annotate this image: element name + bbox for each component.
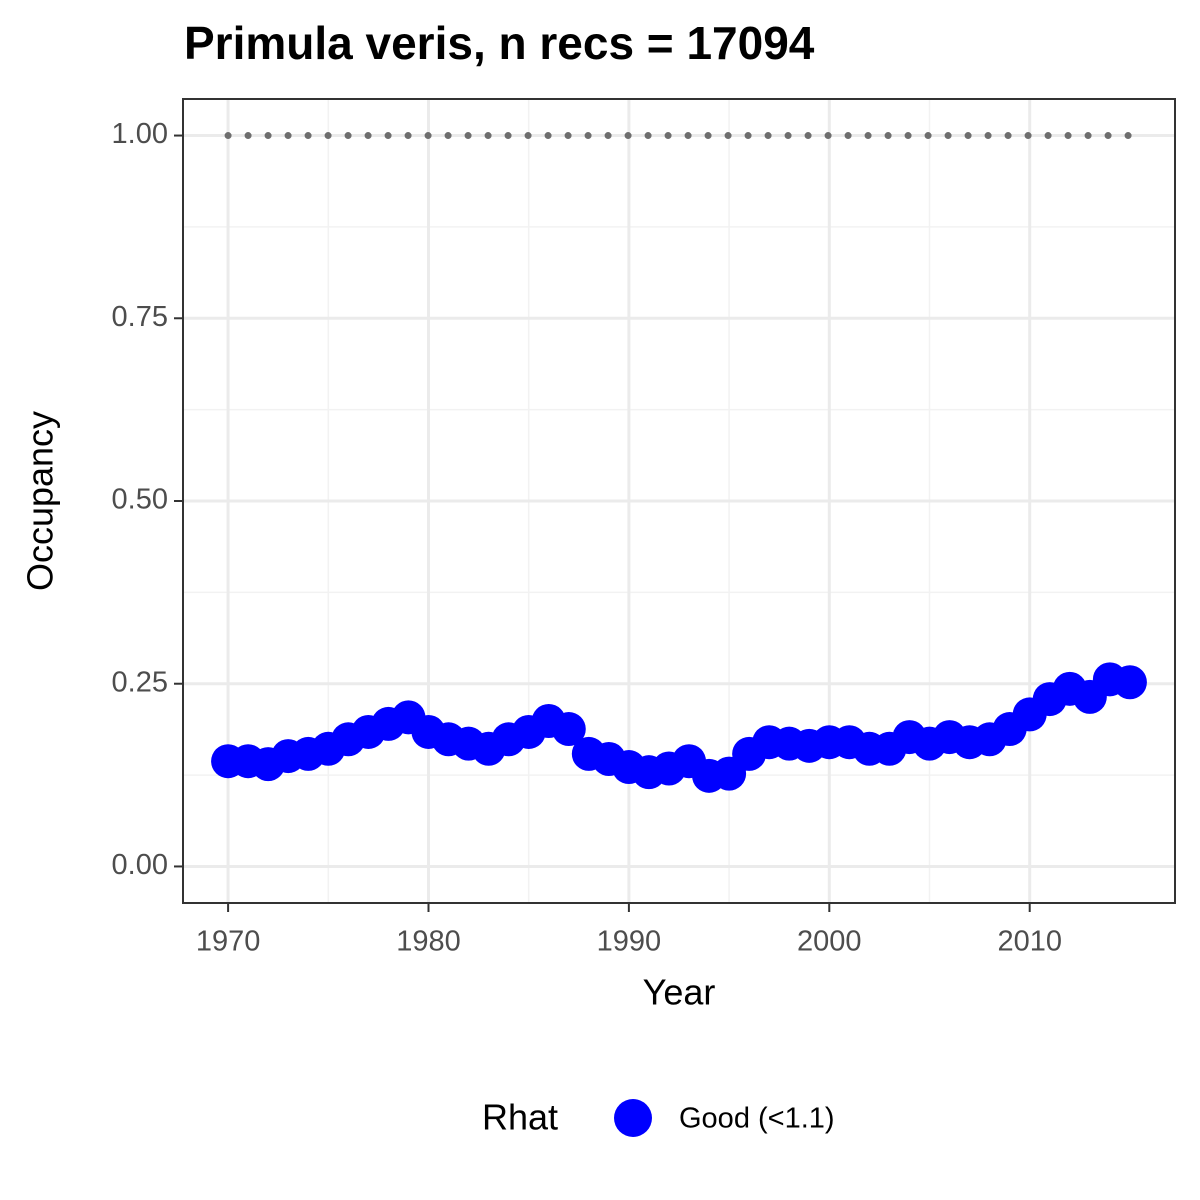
x-tick-label: 2010 <box>997 926 1062 958</box>
x-axis-title: Year <box>643 972 716 1013</box>
x-tick-label: 2000 <box>797 926 862 958</box>
chart-title: Primula veris, n recs = 17094 <box>184 17 815 69</box>
y-tick-label: 0.25 <box>112 666 168 698</box>
x-tick-label: 1990 <box>597 926 662 958</box>
plot-border <box>182 98 1176 904</box>
y-tick-label: 0.50 <box>112 484 168 516</box>
y-axis-title: Occupancy <box>20 411 61 591</box>
x-tick-label: 1980 <box>396 926 461 958</box>
y-tick-label: 1.00 <box>112 118 168 150</box>
y-tick-label: 0.75 <box>112 301 168 333</box>
legend-label: Good (<1.1) <box>679 1103 835 1135</box>
legend-marker <box>614 1099 652 1137</box>
legend-title: Rhat <box>482 1097 558 1138</box>
point <box>1112 665 1147 700</box>
x-tick-label: 1970 <box>196 926 261 958</box>
y-tick-label: 0.00 <box>112 849 168 881</box>
point <box>551 712 586 747</box>
